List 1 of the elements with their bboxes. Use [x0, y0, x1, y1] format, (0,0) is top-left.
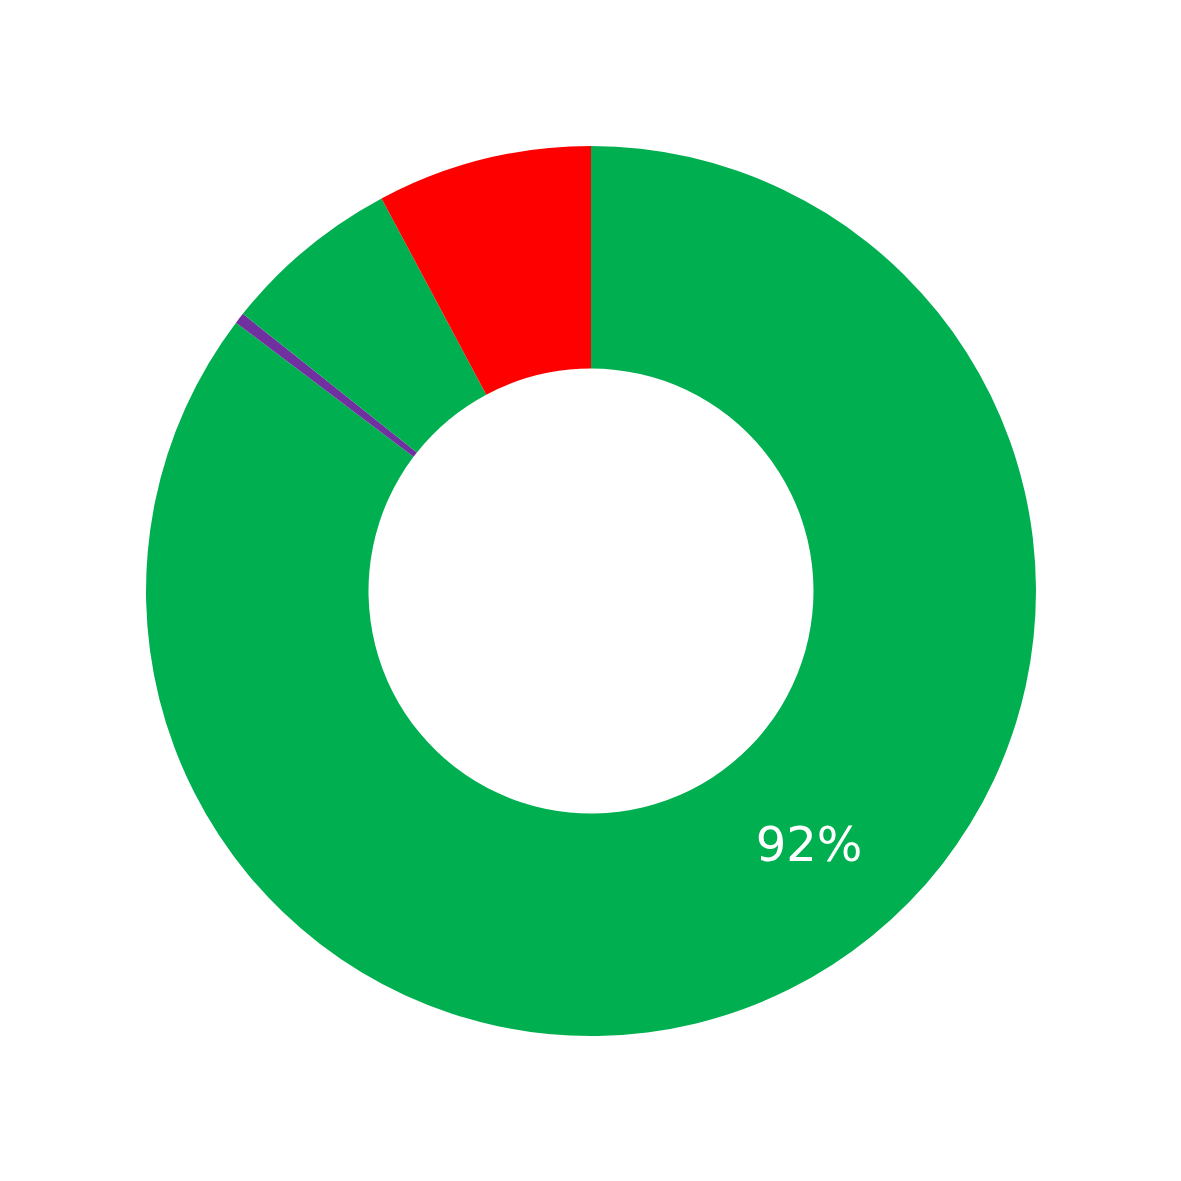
text: 92%: [755, 815, 863, 872]
